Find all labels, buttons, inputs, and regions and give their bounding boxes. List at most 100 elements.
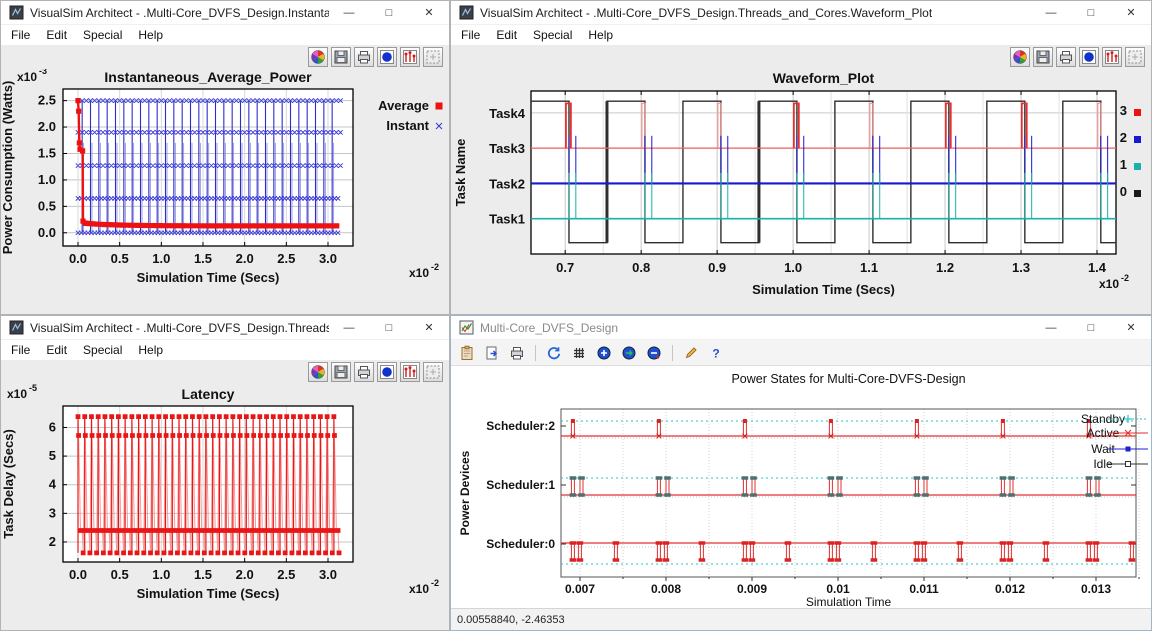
maximize-button[interactable]: □	[369, 1, 409, 24]
color-palette-icon[interactable]	[1010, 47, 1030, 67]
maximize-button[interactable]: □	[369, 316, 409, 339]
svg-text:Simulation Time: Simulation Time	[806, 595, 892, 608]
menu-bar: FileEditSpecialHelp	[451, 25, 1151, 45]
titlebar: VisualSim Architect - .Multi-Core_DVFS_D…	[451, 1, 1151, 25]
help-icon[interactable]: ?	[706, 343, 726, 363]
svg-text:0.0: 0.0	[69, 567, 87, 582]
print-icon[interactable]	[354, 362, 374, 382]
grid-icon[interactable]	[569, 343, 589, 363]
svg-text:Simulation Time (Secs): Simulation Time (Secs)	[137, 586, 280, 601]
reload-icon[interactable]	[544, 343, 564, 363]
minimize-button[interactable]: —	[329, 1, 369, 24]
menu-item-help[interactable]: Help	[130, 28, 171, 42]
svg-text:Task4: Task4	[489, 106, 526, 121]
plot-format-icon[interactable]	[400, 47, 420, 67]
fullscreen-icon[interactable]	[423, 47, 443, 67]
window-title: VisualSim Architect - .Multi-Core_DVFS_D…	[480, 6, 932, 20]
svg-text:2.0: 2.0	[236, 251, 254, 266]
window-multi-core-dvfs-design: Multi-Core_DVFS_Design — □ ✕ ? Power Sta…	[450, 315, 1152, 631]
svg-text:Instantaneous_Average_Power: Instantaneous_Average_Power	[104, 69, 312, 85]
minimize-button[interactable]: —	[1031, 316, 1071, 339]
svg-text:0.011: 0.011	[909, 582, 939, 596]
plot-format-icon[interactable]	[1102, 47, 1122, 67]
fit-view-icon[interactable]	[1079, 47, 1099, 67]
save-icon[interactable]	[331, 362, 351, 382]
menu-item-edit[interactable]: Edit	[38, 343, 75, 357]
fit-view-icon[interactable]	[377, 362, 397, 382]
minimize-button[interactable]: —	[329, 316, 369, 339]
save-icon[interactable]	[331, 47, 351, 67]
svg-text:-2: -2	[431, 578, 439, 588]
clipboard-icon[interactable]	[457, 343, 477, 363]
latency-chart[interactable]: Latency234560.00.51.01.52.02.53.0x10-5Ta…	[1, 384, 450, 630]
print-icon[interactable]	[354, 47, 374, 67]
color-palette-icon[interactable]	[308, 47, 328, 67]
zoom-out-icon[interactable]	[644, 343, 664, 363]
svg-text:0.013: 0.013	[1081, 582, 1111, 596]
svg-text:1.0: 1.0	[38, 172, 56, 187]
close-button[interactable]: ✕	[409, 1, 449, 24]
power-states-chart[interactable]: Power States for Multi-Core-DVFS-DesignP…	[451, 366, 1152, 608]
menu-item-special[interactable]: Special	[525, 28, 580, 42]
menu-item-edit[interactable]: Edit	[488, 28, 525, 42]
svg-text:Scheduler:1: Scheduler:1	[486, 478, 555, 492]
titlebar: VisualSim Architect - .Multi-Core_DVFS_D…	[1, 316, 449, 340]
cursor-coordinates: 0.00558840, -2.46353	[457, 614, 565, 626]
plot-toolbar	[1, 360, 449, 384]
print-icon[interactable]	[1056, 47, 1076, 67]
maximize-button[interactable]: □	[1071, 316, 1111, 339]
fit-view-icon[interactable]	[377, 47, 397, 67]
edit-icon[interactable]	[681, 343, 701, 363]
close-button[interactable]: ✕	[409, 316, 449, 339]
minimize-button[interactable]: —	[1031, 1, 1071, 24]
menu-item-edit[interactable]: Edit	[38, 28, 75, 42]
menu-item-special[interactable]: Special	[75, 343, 130, 357]
svg-text:2.5: 2.5	[38, 92, 56, 107]
svg-text:2.0: 2.0	[38, 119, 56, 134]
svg-text:2.5: 2.5	[277, 251, 295, 266]
svg-text:1.1: 1.1	[860, 260, 878, 275]
export-image-icon[interactable]	[482, 343, 502, 363]
fullscreen-icon[interactable]	[1125, 47, 1145, 67]
svg-text:Latency: Latency	[182, 386, 235, 402]
window-controls: — □ ✕	[329, 1, 449, 24]
color-palette-icon[interactable]	[308, 362, 328, 382]
instantaneous-average-power-chart[interactable]: Instantaneous_Average_Power0.00.51.01.52…	[1, 69, 450, 314]
close-button[interactable]: ✕	[1111, 1, 1151, 24]
svg-text:-3: -3	[39, 69, 47, 76]
svg-text:Task1: Task1	[489, 212, 525, 227]
svg-text:Simulation Time (Secs): Simulation Time (Secs)	[752, 282, 895, 297]
menu-item-file[interactable]: File	[3, 343, 38, 357]
toolbar-separator	[672, 345, 673, 361]
plot-format-icon[interactable]	[400, 362, 420, 382]
svg-text:0.008: 0.008	[651, 582, 681, 596]
print-icon[interactable]	[507, 343, 527, 363]
menu-item-special[interactable]: Special	[75, 28, 130, 42]
window-title: VisualSim Architect - .Multi-Core_DVFS_D…	[30, 321, 329, 335]
menu-item-file[interactable]: File	[453, 28, 488, 42]
menu-item-help[interactable]: Help	[580, 28, 621, 42]
fullscreen-icon[interactable]	[423, 362, 443, 382]
zoom-reset-icon[interactable]	[619, 343, 639, 363]
maximize-button[interactable]: □	[1071, 1, 1111, 24]
titlebar: VisualSim Architect - .Multi-Core_DVFS_D…	[1, 1, 449, 25]
svg-text:1.0: 1.0	[152, 567, 170, 582]
save-icon[interactable]	[1033, 47, 1053, 67]
svg-text:2.0: 2.0	[236, 567, 254, 582]
svg-text:?: ?	[712, 346, 719, 360]
svg-text:1.3: 1.3	[1012, 260, 1030, 275]
model-chart-icon	[459, 320, 474, 335]
svg-text:1.5: 1.5	[194, 251, 212, 266]
svg-text:Task Name: Task Name	[453, 139, 468, 207]
visualsim-app-icon	[459, 5, 474, 20]
menu-item-file[interactable]: File	[3, 28, 38, 42]
close-button[interactable]: ✕	[1111, 316, 1151, 339]
svg-text:1.0: 1.0	[784, 260, 802, 275]
zoom-in-icon[interactable]	[594, 343, 614, 363]
svg-text:0: 0	[1120, 184, 1127, 199]
svg-text:2.5: 2.5	[277, 567, 295, 582]
menu-item-help[interactable]: Help	[130, 343, 171, 357]
svg-text:Task Delay (Secs): Task Delay (Secs)	[1, 429, 16, 539]
svg-text:Instant: Instant	[386, 118, 429, 133]
waveform-plot-chart[interactable]: Waveform_PlotTask4Task3Task2Task1Task Na…	[451, 69, 1152, 314]
